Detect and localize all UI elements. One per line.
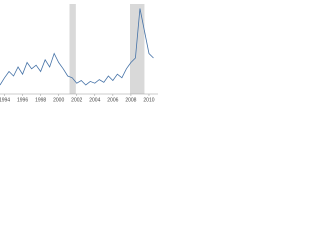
x-tick-label: 2006: [107, 97, 118, 103]
x-tick-label: 2010: [143, 97, 154, 103]
recession-band: [69, 4, 76, 94]
x-tick-label: 1994: [0, 97, 10, 103]
x-tick-label: 2004: [89, 97, 100, 103]
recession-band: [130, 4, 145, 94]
data-line: [0, 8, 154, 86]
x-tick-label: 2008: [125, 97, 136, 103]
x-tick-label: 2002: [71, 97, 82, 103]
chart: 1994 1996 1998 2000 2002 2004 2006 2008 2010: [0, 4, 158, 103]
x-tick-label: 2000: [53, 97, 64, 103]
x-tick-label: 1996: [17, 97, 28, 103]
x-tick-label: 1998: [35, 97, 46, 103]
